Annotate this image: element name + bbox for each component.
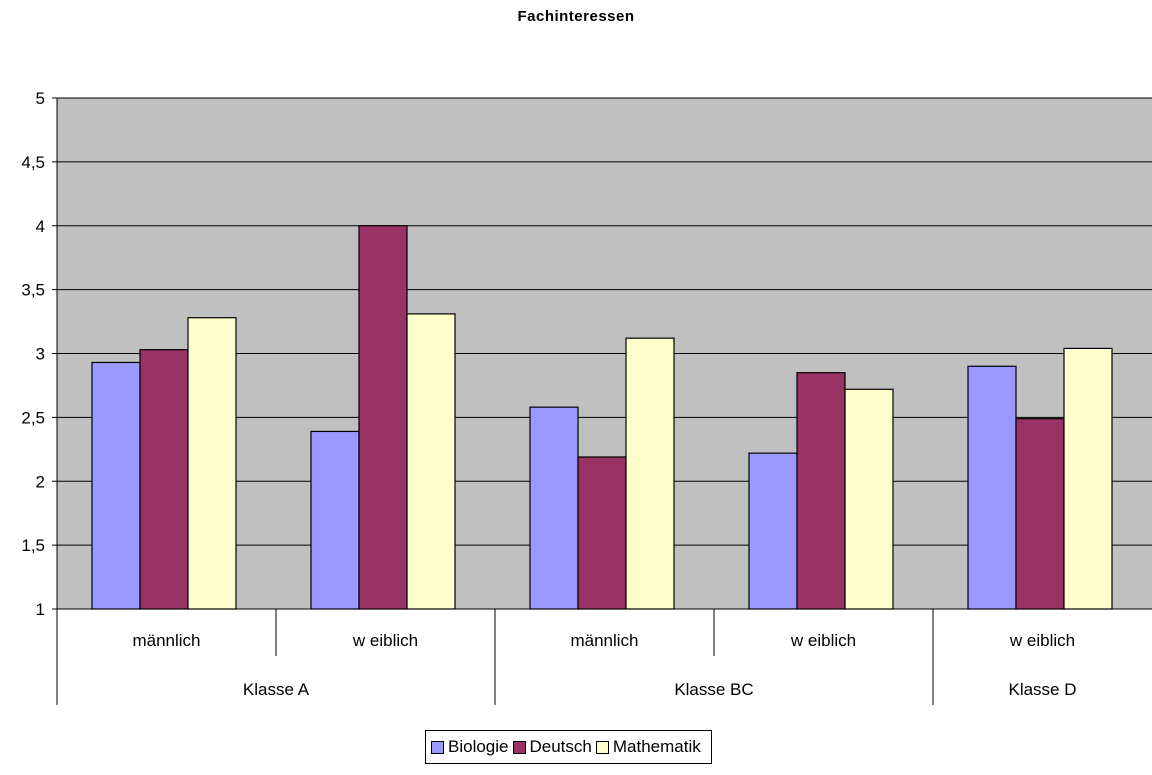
- bar-biologie: [748, 452, 798, 610]
- bar-biologie: [310, 430, 360, 610]
- y-tick-label: 5: [36, 89, 45, 108]
- bar-deutsch: [139, 349, 189, 610]
- bar-mathematik: [187, 317, 237, 610]
- x-group-label: Klasse A: [243, 680, 310, 699]
- x-category-label: männlich: [132, 631, 200, 650]
- bar-mathematik: [844, 388, 894, 610]
- legend-swatch-biologie: [431, 740, 444, 754]
- chart-title: Fachinteressen: [517, 8, 635, 25]
- y-tick-label: 2,5: [21, 408, 45, 427]
- legend-label-biologie: Biologie: [448, 737, 509, 756]
- legend-label-deutsch: Deutsch: [529, 737, 592, 756]
- bar-deutsch: [577, 456, 627, 610]
- y-tick-label: 4: [36, 217, 45, 236]
- bar-biologie: [529, 406, 579, 610]
- x-group-label: Klasse D: [1008, 680, 1076, 699]
- bar-mathematik: [406, 313, 456, 610]
- bar-deutsch: [1015, 418, 1065, 610]
- y-tick-label: 3: [36, 345, 45, 364]
- y-tick-label: 4,5: [21, 153, 45, 172]
- legend-swatch-mathematik: [595, 740, 609, 754]
- x-group-label: Klasse BC: [674, 680, 753, 699]
- x-category-label: w eiblich: [1009, 631, 1075, 650]
- bar-biologie: [91, 361, 141, 610]
- legend-item-biologie: Biologie: [431, 737, 509, 757]
- x-category-label: w eiblich: [352, 631, 418, 650]
- bar-biologie: [967, 365, 1017, 610]
- legend-item-deutsch: Deutsch: [512, 737, 592, 757]
- legend-label-mathematik: Mathematik: [612, 737, 701, 756]
- legend-item-mathematik: Mathematik: [595, 737, 701, 757]
- bar-mathematik: [625, 337, 675, 610]
- legend: Biologie Deutsch Mathematik: [425, 730, 712, 764]
- x-category-label: männlich: [570, 631, 638, 650]
- y-tick-label: 2: [36, 472, 45, 491]
- legend-swatch-deutsch: [512, 740, 526, 754]
- bar-mathematik: [1063, 347, 1113, 610]
- y-tick-label: 1: [36, 600, 45, 619]
- x-category-label: w eiblich: [790, 631, 856, 650]
- y-tick-label: 1,5: [21, 536, 45, 555]
- y-tick-label: 3,5: [21, 281, 45, 300]
- bar-deutsch: [358, 225, 408, 610]
- bar-deutsch: [796, 372, 846, 610]
